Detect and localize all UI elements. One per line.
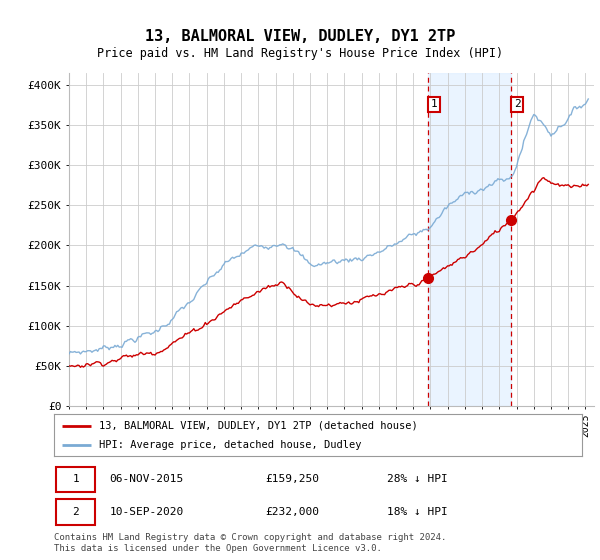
FancyBboxPatch shape: [56, 500, 95, 525]
Text: 1: 1: [72, 474, 79, 484]
Text: 2: 2: [514, 100, 521, 109]
Text: 1: 1: [430, 100, 437, 109]
Text: 2: 2: [72, 507, 79, 517]
Text: 13, BALMORAL VIEW, DUDLEY, DY1 2TP: 13, BALMORAL VIEW, DUDLEY, DY1 2TP: [145, 30, 455, 44]
Text: £159,250: £159,250: [265, 474, 319, 484]
Text: 18% ↓ HPI: 18% ↓ HPI: [386, 507, 448, 517]
Text: HPI: Average price, detached house, Dudley: HPI: Average price, detached house, Dudl…: [99, 440, 361, 450]
Text: 10-SEP-2020: 10-SEP-2020: [109, 507, 184, 517]
FancyBboxPatch shape: [56, 466, 95, 492]
Bar: [428, 73, 511, 406]
Text: 13, BALMORAL VIEW, DUDLEY, DY1 2TP (detached house): 13, BALMORAL VIEW, DUDLEY, DY1 2TP (deta…: [99, 421, 418, 431]
Text: 06-NOV-2015: 06-NOV-2015: [109, 474, 184, 484]
Text: Price paid vs. HM Land Registry's House Price Index (HPI): Price paid vs. HM Land Registry's House …: [97, 46, 503, 60]
Text: 28% ↓ HPI: 28% ↓ HPI: [386, 474, 448, 484]
Text: £232,000: £232,000: [265, 507, 319, 517]
Text: Contains HM Land Registry data © Crown copyright and database right 2024.
This d: Contains HM Land Registry data © Crown c…: [54, 533, 446, 553]
